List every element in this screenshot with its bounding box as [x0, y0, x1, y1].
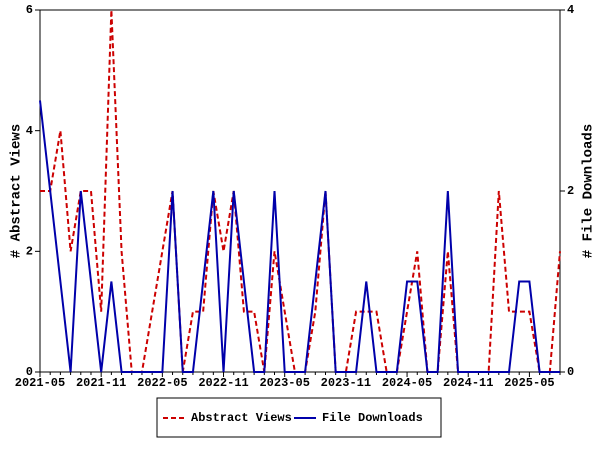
x-tick-label: 2025-05 — [504, 376, 554, 390]
y2-tick-label: 4 — [567, 3, 574, 17]
y-tick-label: 0 — [26, 365, 33, 379]
y-tick-label: 2 — [26, 245, 33, 259]
x-tick-label: 2024-11 — [443, 376, 493, 390]
y-tick-label: 6 — [26, 3, 33, 17]
y2-tick-label: 2 — [567, 184, 574, 198]
y-tick-label: 4 — [26, 124, 33, 138]
x-tick-label: 2022-11 — [198, 376, 248, 390]
y2-axis-label: # File Downloads — [581, 124, 597, 258]
x-tick-label: 2024-05 — [382, 376, 432, 390]
series-line — [40, 9, 561, 373]
x-tick-label: 2021-05 — [15, 376, 65, 390]
x-tick-label: 2023-05 — [259, 376, 309, 390]
legend-label: File Downloads — [322, 411, 423, 425]
legend-label: Abstract Views — [191, 411, 292, 425]
x-tick-label: 2023-11 — [321, 376, 371, 390]
x-tick-label: 2022-05 — [137, 376, 187, 390]
series-line — [39, 100, 560, 373]
plot-frame — [39, 9, 561, 373]
y2-tick-label: 0 — [567, 365, 574, 379]
x-tick-label: 2021-11 — [76, 376, 126, 390]
y-axis-label: # Abstract Views — [9, 124, 25, 258]
